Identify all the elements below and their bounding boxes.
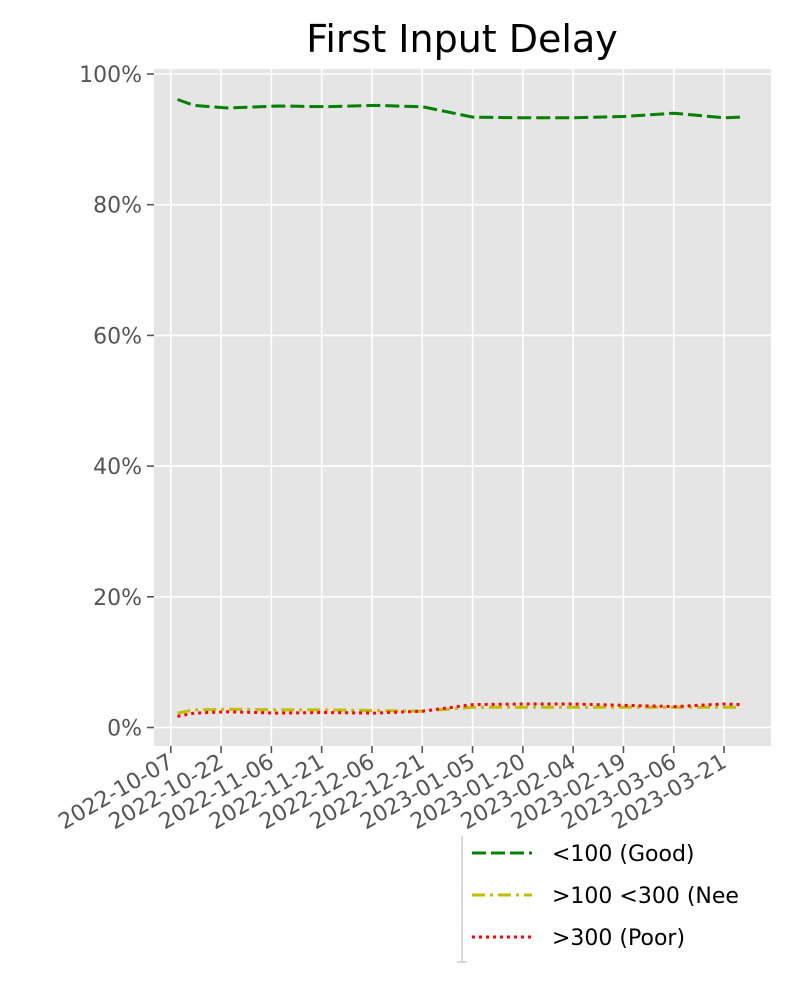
- y-tick-label: 40%: [93, 455, 142, 480]
- y-tick-label: 80%: [93, 194, 142, 219]
- series-lines: [177, 98, 741, 718]
- grid-lines: [154, 69, 771, 746]
- legend-label-2: >300 (Poor): [552, 926, 685, 951]
- series-line-1: [177, 705, 741, 715]
- y-tick-label: 100%: [79, 63, 142, 88]
- axes: 0%20%40%60%80%100%2022-10-072022-10-2220…: [55, 63, 732, 835]
- y-tick-label: 0%: [107, 717, 142, 742]
- legend: <100 (Good) >100 <300 (Nee >300 (Poor): [457, 836, 739, 963]
- legend-label-1: >100 <300 (Nee: [552, 884, 739, 909]
- series-line-0: [177, 98, 741, 120]
- plot-area: [154, 69, 771, 746]
- legend-label-0: <100 (Good): [552, 842, 695, 867]
- chart-title: First Input Delay: [306, 17, 618, 61]
- y-tick-label: 60%: [93, 324, 142, 349]
- y-tick-label: 20%: [93, 586, 142, 611]
